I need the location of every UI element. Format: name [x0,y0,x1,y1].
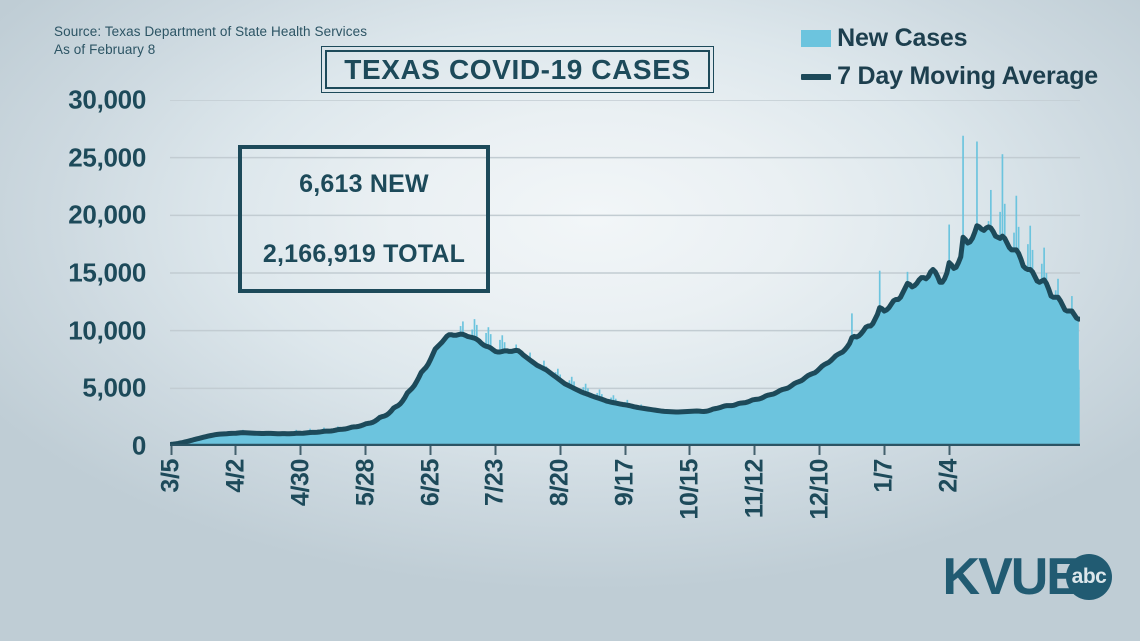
x-axis-tick: 1/7 [870,446,899,493]
x-axis-tick-label: 6/25 [416,459,444,507]
x-axis-tick: 7/23 [481,446,510,506]
stat-new-cases: 6,613 NEW [299,169,429,198]
x-axis-tick-label: 7/23 [480,459,509,507]
stat-total-cases: 2,166,919 TOTAL [262,239,466,268]
x-axis-tick-mark [753,446,756,455]
x-axis-tick-label: 10/15 [675,459,704,520]
x-axis-tick-mark [948,446,951,455]
stats-callout-box: 6,613 NEW 2,166,919 TOTAL [238,145,490,293]
x-axis-tick-mark [559,446,562,455]
x-axis-tick-mark [624,446,626,455]
chart-canvas [170,100,1080,446]
source-line-1: Source: Texas Department of State Health… [54,24,368,39]
x-axis-tick-label: 2/4 [934,459,963,493]
page-title: TEXAS COVID-19 CASES [344,53,691,85]
y-axis-tick-label: 10,000 [68,315,146,346]
x-axis: 3/5 4/2 4/30 5/28 6/25 7/23 8/20 9/17 10/15 11/12… [157,446,1080,556]
legend-item-new-cases: New Cases [801,24,968,53]
x-axis-tick: 10/15 [675,446,704,520]
x-axis-tick-label: 5/28 [351,459,380,507]
x-axis-tick-label: 11/12 [740,459,769,519]
logo-abc-circle-icon: abc [1066,554,1112,600]
x-axis-tick-mark [818,446,821,455]
x-axis-tick: 9/17 [611,446,640,506]
x-axis-tick-label: 4/30 [286,459,315,507]
x-axis-tick-mark [170,446,173,455]
x-axis-tick: 4/30 [286,446,315,506]
x-axis-tick: 11/12 [740,446,769,518]
x-axis-tick: 4/2 [221,446,250,493]
x-axis-tick: 3/5 [157,446,186,493]
area-fill [171,225,1079,446]
x-axis-tick: 6/25 [416,446,445,506]
legend-label-new-cases: New Cases [837,24,968,52]
source-note: Source: Texas Department of State Health… [54,23,367,59]
y-axis-tick-label: 25,000 [68,142,146,173]
x-axis-tick-label: 9/17 [610,459,639,507]
x-axis-tick-mark [494,446,497,455]
legend-bar-swatch-icon [801,30,832,47]
x-axis-tick-mark [883,446,886,455]
x-axis-tick: 2/4 [935,446,964,493]
y-axis-tick-label: 15,000 [68,257,146,288]
logo-network-text: KVUE [942,548,1081,606]
chart-title-box: TEXAS COVID-19 CASES [321,46,714,93]
bar [1078,369,1080,446]
x-axis-tick-mark [429,446,432,455]
line-series-moving-average [170,223,1080,446]
legend-item-moving-average: 7 Day Moving Average [801,62,1098,91]
y-axis-tick-label: 5,000 [82,372,146,403]
x-axis-tick-mark [234,446,237,455]
plot-area [170,100,1080,446]
x-axis-tick: 8/20 [546,446,575,506]
y-axis-tick-label: 30,000 [68,84,146,115]
x-axis-tick-mark [688,446,691,455]
legend-label-moving-average: 7 Day Moving Average [837,62,1098,90]
legend-line-swatch-icon [801,73,832,80]
y-axis: 0 5,000 10,000 15,000 20,000 25,000 30,000 [0,85,158,461]
y-axis-tick-label: 20,000 [68,199,146,230]
y-axis-tick-label: 0 [131,430,146,461]
chart-legend: New Cases 7 Day Moving Average [801,24,1098,91]
x-axis-tick-label: 12/10 [805,459,833,520]
x-axis-tick-label: 3/5 [156,459,185,493]
x-axis-tick-label: 8/20 [545,459,574,507]
x-axis-tick-label: 1/7 [869,459,898,493]
x-axis-tick: 12/10 [805,446,834,520]
x-axis-tick-mark [299,446,302,455]
kvue-logo: KVUE abc [943,551,1112,603]
source-line-2: As of February 8 [54,42,156,58]
x-axis-tick: 5/28 [351,446,380,506]
x-axis-tick-label: 4/2 [221,459,250,493]
x-axis-tick-mark [364,446,367,455]
